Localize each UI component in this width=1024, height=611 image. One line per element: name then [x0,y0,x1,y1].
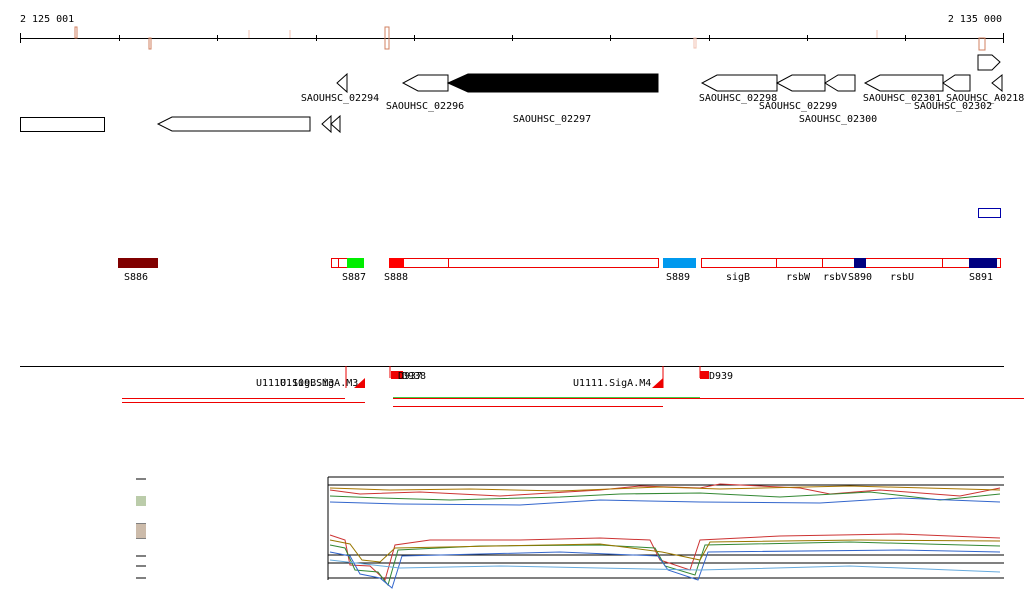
gene-label: SAOUHSC_02298 [699,93,777,104]
gene-label: SAOUHSC_02300 [799,114,877,125]
ruler-end: 2 135 000 [948,14,1002,25]
gene-label: SAOUHSC_02299 [759,101,837,112]
region-label: S887 [342,272,366,283]
ruler-marks [74,26,986,51]
ruler-start: 2 125 001 [20,14,74,25]
feature-label: D938 [402,371,426,382]
feature-label: U1109.SigA.M3 [280,378,358,389]
gene-label: SAOUHSC_02297 [513,114,591,125]
region-label: S888 [384,272,408,283]
region-label: sigB [726,272,750,283]
gene-label: SAOUHSC_02301 [863,93,941,104]
gene-label: SAOUHSC_02294 [301,93,379,104]
gene-label: SAOUHSC_A0218 [946,93,1024,104]
region-label: S886 [124,272,148,283]
region-label: rsbU [890,272,914,283]
region-label: S889 [666,272,690,283]
region-label: S891 [969,272,993,283]
gene-arrows [20,54,1003,218]
feature-label: D937 [398,371,422,382]
expression-track [136,476,1004,589]
region-boxes [118,258,1001,268]
gene-label: SAOUHSC_02302 [914,101,992,112]
ruler [20,33,1004,43]
feature-track [20,366,1024,407]
feature-label: U1110.SigB.M3 [256,378,334,389]
region-label: rsbW [786,272,811,283]
gene-label: SAOUHSC_02296 [386,101,464,112]
region-label: rsbV [823,272,847,283]
region-label: S890 [848,272,872,283]
feature-label: D939 [709,371,733,382]
feature-label: U1111.SigA.M4 [573,378,651,389]
